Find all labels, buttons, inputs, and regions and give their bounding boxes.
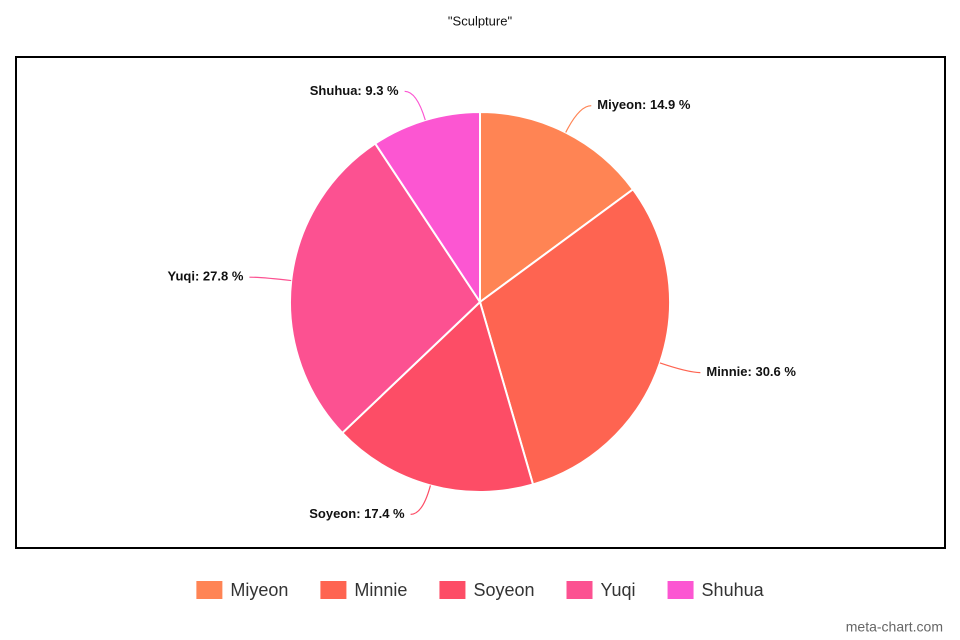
legend-label: Shuhua	[702, 580, 765, 600]
data-label: Soyeon: 17.4 %	[309, 506, 405, 521]
data-label: Yuqi: 27.8 %	[168, 269, 244, 284]
pie-slice	[340, 300, 535, 493]
data-label: Shuhua: 9.3 %	[310, 83, 399, 98]
legend-swatch	[439, 581, 466, 599]
leader-line	[565, 105, 592, 133]
pie-slice	[289, 142, 482, 435]
plot-frame	[15, 56, 946, 549]
legend-swatch	[566, 581, 593, 599]
legend-label: Soyeon	[473, 580, 534, 600]
legend-label: Miyeon	[230, 580, 288, 600]
leader-line	[249, 276, 292, 282]
pie-slice	[478, 187, 671, 486]
leader-line	[404, 90, 426, 121]
leader-line	[410, 485, 432, 515]
chart-title: "Sculpture"	[448, 13, 513, 28]
legend-swatch	[196, 581, 223, 599]
pie-slice	[479, 110, 635, 304]
watermark: meta-chart.com	[846, 619, 943, 635]
legend-swatch	[667, 581, 694, 599]
data-label: Minnie: 30.6 %	[706, 364, 796, 379]
data-label: Miyeon: 14.9 %	[597, 97, 691, 112]
legend-label: Minnie	[354, 580, 407, 600]
legend-swatch	[320, 581, 347, 599]
legend-label: Yuqi	[601, 580, 636, 600]
leader-line	[659, 362, 701, 374]
